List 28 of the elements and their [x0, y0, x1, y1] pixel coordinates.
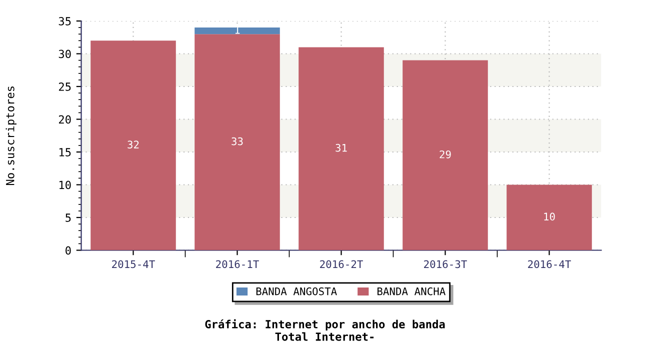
y-tick-label: 20 — [58, 115, 71, 124]
y-tick-label: 10 — [59, 180, 71, 190]
data-label: 33 — [232, 137, 243, 146]
x-tick-label: 2016-1T — [216, 260, 259, 268]
data-label: 29 — [440, 150, 451, 158]
x-tick-label: 2015-4T — [112, 260, 155, 268]
x-tick-label: 2016-4T — [528, 260, 571, 268]
x-tick-label: 2016-3T — [424, 260, 467, 268]
y-tick-label: 15 — [59, 148, 71, 156]
y-tick-label: 30 — [58, 50, 71, 58]
y-tick-label: 25 — [58, 82, 71, 91]
data-label: 32 — [128, 140, 139, 148]
legend-label: BANDA ANGOSTA — [256, 287, 337, 296]
bar — [194, 34, 280, 250]
y-axis-title: No.suscriptores — [6, 86, 16, 186]
y-tick-label: 0 — [66, 246, 71, 255]
text: Gráfica: Internet por ancho de banda Total Internet- — [205, 319, 445, 341]
bar — [90, 40, 176, 250]
legend-label: BANDA ANCHA — [378, 287, 446, 296]
x-tick-label: 2016-2T — [320, 260, 363, 268]
y-tick-label: 5 — [66, 214, 71, 222]
bar — [298, 47, 384, 250]
bar — [402, 60, 488, 250]
data-label: 10 — [544, 212, 555, 221]
bar — [506, 184, 592, 250]
data-label: 31 — [336, 144, 347, 152]
y-tick-label: 35 — [58, 17, 71, 26]
bar — [194, 28, 280, 34]
